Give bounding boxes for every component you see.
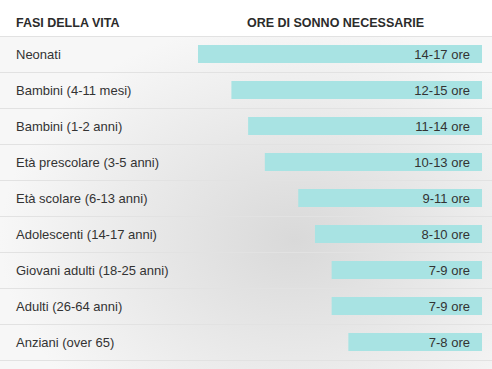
bars xyxy=(198,45,482,351)
bar xyxy=(231,81,482,99)
row-separator xyxy=(0,36,492,37)
column-header: ORE DI SONNO NECESSARIE xyxy=(247,16,424,30)
bar xyxy=(332,261,482,279)
chart: FASI DELLA VITA ORE DI SONNO NECESSARIE Ne… xyxy=(0,0,492,369)
data-label: 7-9 ore xyxy=(429,299,470,314)
category-label: Età prescolare (3-5 anni) xyxy=(16,155,159,170)
row-separator xyxy=(0,216,492,217)
category-label: Età scolare (6-13 anni) xyxy=(16,191,148,206)
column-header: FASI DELLA VITA xyxy=(16,16,119,30)
bar xyxy=(332,297,482,315)
data-label: 12-15 ore xyxy=(414,83,470,98)
bar xyxy=(265,153,482,171)
category-label: Bambini (1-2 anni) xyxy=(16,119,122,134)
row-separator xyxy=(0,72,492,73)
category-label: Anziani (over 65) xyxy=(16,335,114,350)
category-label: Bambini (4-11 mesi) xyxy=(16,83,131,98)
bar xyxy=(298,189,482,207)
row-separator xyxy=(0,288,492,289)
row-separator xyxy=(0,252,492,253)
data-label: 11-14 ore xyxy=(415,119,470,134)
row-separator xyxy=(0,144,492,145)
category-label: Adulti (26-64 anni) xyxy=(16,299,122,314)
category-label: Giovani adulti (18-25 anni) xyxy=(16,263,168,278)
row-separator xyxy=(0,180,492,181)
background xyxy=(0,0,492,369)
bar xyxy=(315,225,482,243)
data-label: 9-11 ore xyxy=(423,191,470,206)
bar xyxy=(198,45,482,63)
header-band xyxy=(0,0,492,36)
row-separator xyxy=(0,360,492,361)
data-label: 10-13 ore xyxy=(414,155,470,170)
data-label: 7-9 ore xyxy=(429,263,470,278)
bar xyxy=(348,333,482,351)
row-separator xyxy=(0,108,492,109)
data-label: 14-17 ore xyxy=(414,47,470,62)
row-separator xyxy=(0,324,492,325)
category-label: Adolescenti (14-17 anni) xyxy=(16,227,157,242)
data-label: 8-10 ore xyxy=(422,227,470,242)
data-label: 7-8 ore xyxy=(429,335,470,350)
category-label: Neonati xyxy=(16,47,61,62)
bar xyxy=(248,117,482,135)
